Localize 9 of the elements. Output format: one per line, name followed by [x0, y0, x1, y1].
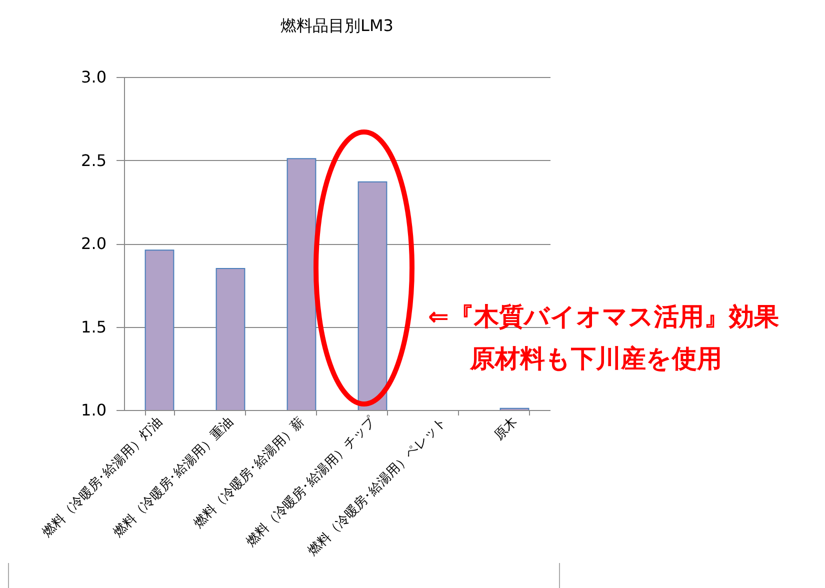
annotation: 原材料も下川産を使用 [470, 343, 722, 375]
annotation: ⇐『木質バイオマス活用』効果 [428, 301, 779, 333]
y-tick-label: 2.5 [81, 150, 106, 170]
y-tick-label: 1.5 [81, 317, 106, 336]
y-tick-label: 1.0 [81, 400, 106, 420]
chart-title: 燃料品目別LM3 [280, 16, 394, 35]
y-tick-label: 2.0 [81, 234, 106, 253]
y-tick-label: 3.0 [81, 68, 106, 86]
x-tick-label: 原木 [492, 414, 521, 444]
